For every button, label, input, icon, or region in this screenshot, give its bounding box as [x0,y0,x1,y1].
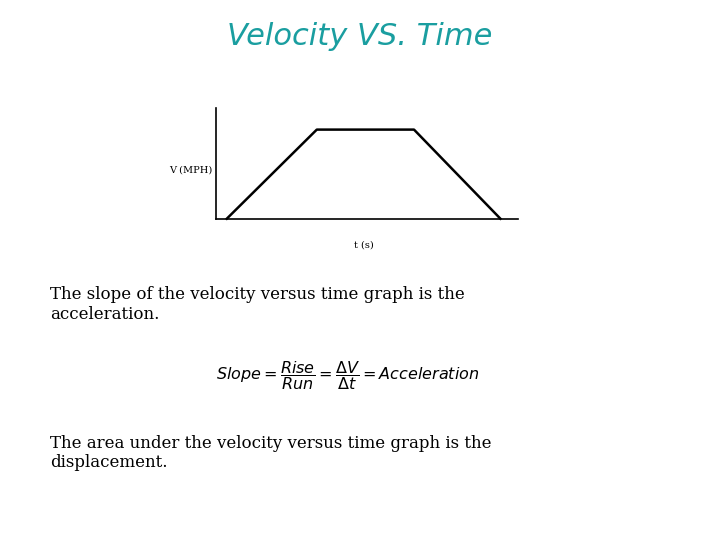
Text: The area under the velocity versus time graph is the
displacement.: The area under the velocity versus time … [50,435,492,471]
Text: t (s): t (s) [354,240,374,249]
Text: V (MPH): V (MPH) [169,166,212,174]
Text: $Slope = \dfrac{Rise}{Run} = \dfrac{\Delta V}{\Delta t} = Acceleration$: $Slope = \dfrac{Rise}{Run} = \dfrac{\Del… [216,359,480,392]
Text: Velocity VS. Time: Velocity VS. Time [228,22,492,51]
Text: The slope of the velocity versus time graph is the
acceleration.: The slope of the velocity versus time gr… [50,286,465,323]
